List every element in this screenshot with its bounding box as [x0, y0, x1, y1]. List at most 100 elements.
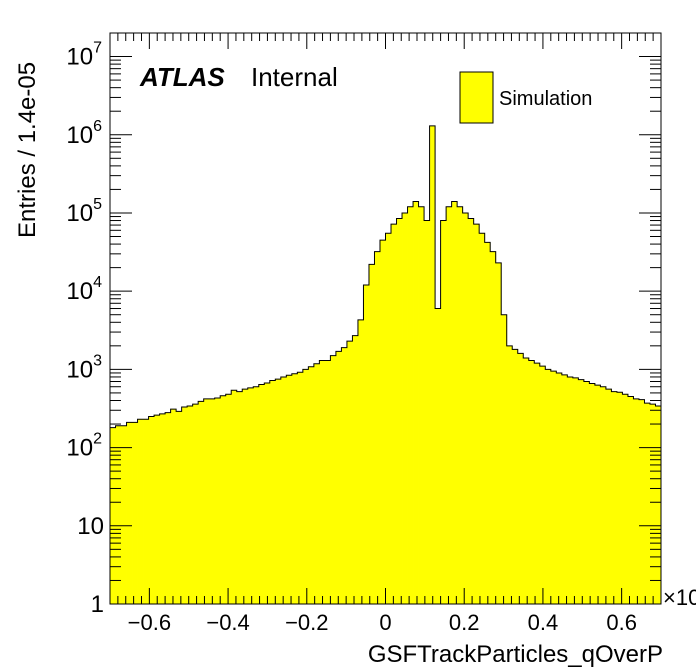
histogram-bin — [611, 391, 618, 604]
legend: Simulation — [459, 71, 592, 124]
histogram-bin — [391, 224, 397, 604]
histogram-bin — [198, 401, 205, 604]
histogram-bin — [616, 392, 623, 604]
histogram-bin — [451, 201, 458, 604]
histogram-bin — [170, 409, 177, 604]
histogram-bin — [165, 412, 172, 604]
histogram-bin — [413, 201, 419, 604]
y-tick-label: 106 — [66, 118, 102, 149]
histogram-bin — [374, 251, 381, 604]
histogram-bin — [446, 206, 453, 604]
histogram-bin — [352, 335, 359, 604]
histogram-bin — [589, 383, 596, 604]
histogram-bin — [286, 375, 293, 604]
legend-label-simulation: Simulation — [499, 88, 592, 110]
histogram-bin — [357, 319, 364, 604]
histogram-bin — [264, 382, 271, 604]
histogram-bin — [462, 212, 469, 604]
histogram-bin — [242, 389, 249, 604]
histogram-bin — [435, 308, 441, 604]
histogram-bin — [269, 380, 276, 604]
histogram-bin — [341, 347, 348, 604]
histogram-bars — [110, 125, 662, 605]
histogram-bin — [473, 224, 480, 604]
histogram-bin — [605, 389, 612, 604]
histogram-bin — [379, 240, 386, 605]
histogram-bin — [539, 366, 546, 604]
histogram-bin — [220, 395, 227, 604]
histogram-bin — [407, 206, 414, 604]
histogram-bin — [528, 360, 535, 604]
histogram-bin — [368, 264, 375, 604]
histogram-bin — [126, 422, 133, 604]
histogram-bin — [335, 351, 342, 604]
histogram-bin — [534, 363, 541, 604]
histogram-bin — [649, 404, 656, 604]
histogram-bin — [225, 394, 232, 604]
histogram-bin — [291, 373, 298, 604]
histogram-bin — [302, 369, 309, 604]
histogram-bin — [501, 314, 508, 604]
histogram-bin — [633, 398, 640, 604]
histogram-bin — [484, 242, 491, 604]
histogram-bin — [644, 403, 651, 604]
histogram-bin — [121, 425, 127, 604]
histogram-bin — [110, 427, 116, 604]
histogram-bin — [517, 353, 524, 604]
histogram-bin — [468, 218, 475, 604]
histogram-bin — [600, 386, 607, 604]
y-tick-label: 105 — [66, 196, 102, 227]
histogram-bin — [280, 376, 287, 604]
histogram-bin — [137, 419, 144, 604]
histogram-bin — [545, 369, 552, 604]
histogram-bin — [187, 406, 194, 604]
histogram-bin — [506, 345, 513, 604]
x-tick-label: 0.4 — [528, 610, 559, 635]
y-axis-ticks: 1 10 102 103 104 105 106 107 — [66, 32, 661, 618]
atlas-label-bold: ATLAS — [139, 62, 225, 92]
x-tick-label: 0 — [379, 610, 391, 635]
x-tick-label: 0.2 — [449, 610, 480, 635]
histogram-bin — [176, 411, 183, 604]
x-tick-label: −0.6 — [128, 610, 171, 635]
y-tick-label: 102 — [66, 431, 102, 462]
histogram-bin — [572, 377, 579, 604]
x-axis-multiplier: ×10 — [663, 585, 696, 610]
y-tick-label: 10 — [77, 513, 104, 540]
histogram-bin — [346, 341, 353, 604]
histogram-bin — [550, 371, 557, 604]
atlas-label-internal: Internal — [251, 62, 338, 92]
histogram-bin — [319, 360, 326, 604]
histogram-bin — [308, 366, 315, 604]
legend-swatch-simulation — [459, 71, 494, 124]
histogram-bin — [297, 372, 304, 604]
histogram-bin — [258, 384, 265, 604]
histogram-bin — [429, 125, 436, 604]
histogram-bin — [385, 233, 392, 605]
histogram-bin — [159, 413, 166, 604]
histogram-bin — [143, 419, 149, 604]
y-tick-label: 103 — [66, 352, 102, 383]
histogram-bin — [236, 391, 243, 604]
histogram-bin — [231, 390, 238, 604]
histogram-bin — [418, 206, 425, 604]
histogram-bin — [561, 374, 568, 604]
histogram-bin — [655, 406, 662, 604]
y-tick-label: 104 — [66, 274, 102, 305]
histogram-bin — [622, 394, 629, 604]
histogram-bin — [363, 284, 370, 604]
histogram-bin — [457, 206, 464, 604]
x-tick-label: −0.4 — [206, 610, 249, 635]
histogram-bin — [313, 363, 320, 604]
histogram-bin — [578, 379, 585, 604]
histogram-bin — [192, 404, 199, 604]
y-axis-label: Entries / 1.4e-05 — [14, 62, 41, 238]
y-tick-label: 107 — [66, 40, 102, 71]
x-tick-label: 0.6 — [606, 610, 637, 635]
histogram-bin — [324, 360, 331, 604]
histogram-bin — [556, 372, 563, 604]
histogram-bin — [424, 220, 430, 604]
histogram-bin — [247, 387, 254, 604]
x-axis-label: GSFTrackParticles_qOverP — [368, 641, 663, 668]
